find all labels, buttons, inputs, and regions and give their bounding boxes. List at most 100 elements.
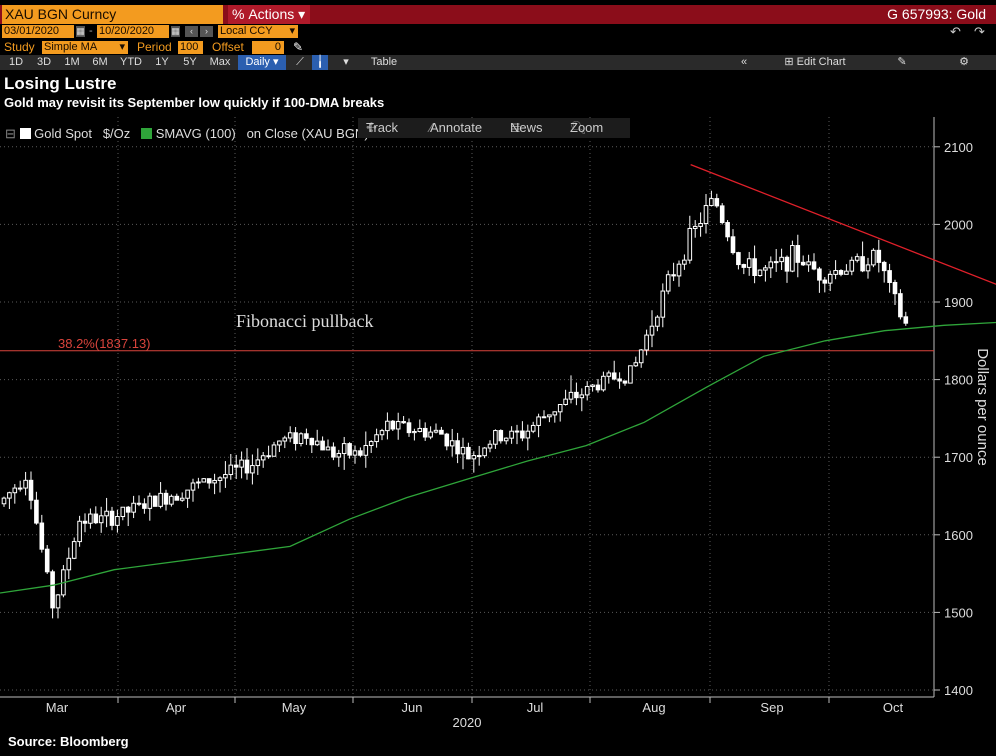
- actions-menu-button[interactable]: % Actions ▾: [228, 5, 310, 24]
- candle-body: [601, 375, 606, 391]
- crosshair-icon: ✣: [366, 120, 377, 135]
- period-ytd-button[interactable]: YTD: [120, 56, 142, 68]
- y-tick-label: 1600: [944, 528, 973, 543]
- candle-body: [649, 325, 655, 336]
- currency-select[interactable]: Local CCY ▾: [218, 25, 298, 38]
- candle-body: [563, 398, 568, 405]
- candle-body: [800, 261, 806, 266]
- legend-gold-spot: Gold Spot: [34, 126, 92, 141]
- gear-icon[interactable]: ⚙: [959, 56, 969, 68]
- candle-body: [325, 446, 331, 451]
- candle-body: [811, 261, 817, 270]
- candle-body: [638, 349, 644, 364]
- legend-toggle-icon[interactable]: ⊟: [5, 126, 16, 141]
- candle-body: [196, 481, 201, 484]
- period-1y-button[interactable]: 1Y: [155, 56, 169, 68]
- frequency-select[interactable]: Daily ▾: [238, 55, 286, 70]
- candle-body: [698, 223, 703, 227]
- redo-icon[interactable]: ↷: [974, 24, 985, 39]
- x-tick-label: Oct: [883, 700, 904, 715]
- sma-series: [0, 321, 996, 594]
- undo-icon[interactable]: ↶: [950, 24, 961, 39]
- candle-body: [201, 478, 207, 483]
- trend-line: [690, 164, 996, 285]
- candle-body: [1, 497, 7, 505]
- plot-area: [0, 117, 934, 697]
- x-tick-label: Jun: [402, 700, 423, 715]
- candle-body: [228, 464, 234, 476]
- candle-body: [892, 281, 898, 295]
- end-date-field[interactable]: 10/20/2020: [97, 25, 169, 38]
- edit-chart-button[interactable]: ⊞ Edit Chart: [780, 55, 850, 70]
- period-6m-button[interactable]: 6M: [92, 56, 108, 68]
- period-field[interactable]: 100: [178, 41, 203, 54]
- candle-body: [709, 198, 714, 207]
- candle-body: [239, 459, 244, 468]
- period-1d-button[interactable]: 1D: [8, 56, 24, 68]
- legend-sma-suffix: on Close (XAU BGN): [246, 126, 369, 141]
- candle-body: [309, 437, 315, 446]
- candle-body: [320, 440, 325, 451]
- track-label: Track: [366, 120, 399, 135]
- candle-body: [633, 362, 639, 367]
- candle-body: [17, 487, 23, 490]
- double-chevron-left-icon[interactable]: «: [740, 56, 748, 68]
- candle-body: [417, 427, 423, 433]
- chevron-down-icon[interactable]: ▾: [343, 56, 349, 68]
- candle-body: [395, 421, 401, 430]
- period-3d-button[interactable]: 3D: [36, 56, 52, 68]
- period-1m-button[interactable]: 1M: [64, 56, 80, 68]
- candle-body: [887, 270, 892, 283]
- calendar-icon[interactable]: ▦: [171, 26, 180, 37]
- candle-body: [314, 440, 320, 446]
- gold-spot-series: [1, 190, 909, 619]
- period-5y-button[interactable]: 5Y: [183, 56, 197, 68]
- candle-body: [66, 557, 72, 571]
- candle-body: [212, 479, 217, 484]
- candle-body: [671, 274, 676, 277]
- period-max-button[interactable]: Max: [209, 56, 231, 68]
- y-tick-label: 1400: [944, 683, 973, 698]
- candle-body: [449, 440, 455, 447]
- sma-line: [0, 321, 996, 594]
- candle-body: [687, 227, 693, 261]
- candle-body: [131, 502, 136, 513]
- y-tick-label: 2000: [944, 217, 973, 232]
- chart-title: Losing Lustre: [4, 74, 117, 93]
- candle-body: [460, 446, 466, 455]
- gold-spot-swatch: [19, 128, 31, 139]
- sma-swatch: [141, 128, 153, 139]
- candle-body: [223, 474, 228, 479]
- news-icon: ≣: [510, 120, 521, 135]
- candle-body: [590, 384, 595, 388]
- arrow-right-icon[interactable]: ›: [200, 26, 213, 37]
- y-tick-label: 2100: [944, 140, 973, 155]
- candle-body: [530, 424, 536, 432]
- candle-body: [849, 259, 855, 272]
- study-select[interactable]: Simple MA ▾: [42, 41, 128, 54]
- candle-body: [514, 430, 520, 433]
- candle-body: [568, 391, 574, 400]
- candle-body: [552, 411, 558, 416]
- ticker-field[interactable]: XAU BGN Curncy: [2, 5, 223, 24]
- pencil-icon[interactable]: ✎: [293, 40, 304, 54]
- table-button[interactable]: Table: [370, 56, 398, 68]
- edit-icon: ⊞: [784, 56, 794, 68]
- candle-icon[interactable]: ╽: [312, 55, 328, 70]
- start-date-field[interactable]: 03/01/2020: [2, 25, 74, 38]
- line-chart-icon[interactable]: ⟋: [296, 56, 304, 68]
- date-separator: -: [89, 25, 93, 37]
- candle-body: [428, 431, 433, 438]
- candle-body: [304, 433, 309, 439]
- candle-body: [622, 380, 628, 384]
- candle-body: [88, 513, 93, 524]
- candle-body: [260, 455, 266, 461]
- candle-body: [374, 434, 379, 443]
- candle-body: [703, 205, 709, 225]
- pencil-icon[interactable]: ✎: [897, 56, 907, 68]
- candle-body: [390, 420, 396, 430]
- calendar-icon[interactable]: ▦: [76, 26, 85, 37]
- arrow-left-icon[interactable]: ‹: [185, 26, 198, 37]
- offset-field[interactable]: 0: [252, 41, 284, 54]
